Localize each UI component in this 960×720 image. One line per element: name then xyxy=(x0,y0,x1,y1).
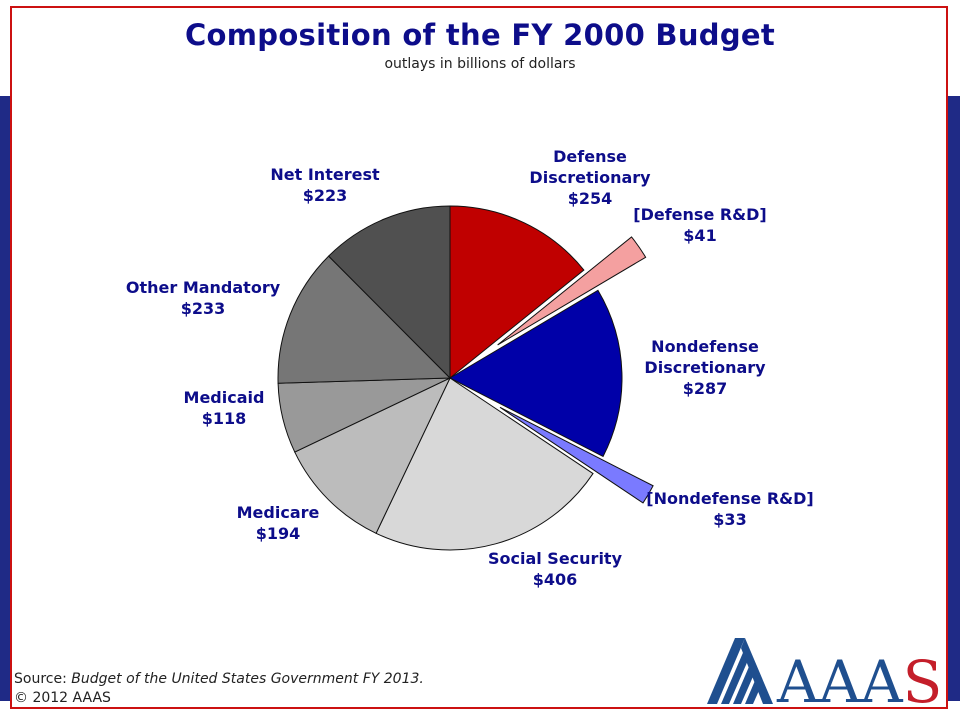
slice-label: Medicaid $118 xyxy=(184,388,265,428)
logo-text: AAAS xyxy=(776,648,942,706)
slice-label: Nondefense Discretionary $287 xyxy=(644,337,766,398)
pie-slice-other-mandatory xyxy=(277,255,452,384)
logo-stripes-icon xyxy=(707,638,773,704)
copyright: © 2012 AAAS xyxy=(14,690,111,706)
slice-label: Social Security $406 xyxy=(488,549,623,589)
slice-label: [Defense R&D] $41 xyxy=(633,205,766,245)
chart-panel xyxy=(10,6,948,709)
slice-label: Net Interest $223 xyxy=(270,165,380,205)
pie-slice-medicare xyxy=(294,376,452,534)
pie-slice-nondefense-r-d xyxy=(499,406,654,504)
chart-subtitle: outlays in billions of dollars xyxy=(384,56,576,72)
pie-slice-net-interest xyxy=(327,205,451,380)
chart-title: Composition of the FY 2000 Budget xyxy=(184,18,776,52)
slice-label: [Nondefense R&D] $33 xyxy=(646,489,813,529)
slice-label: Other Mandatory $233 xyxy=(126,278,281,318)
aaas-logo: AAAS xyxy=(707,638,942,706)
slice-label: Medicare $194 xyxy=(237,503,320,543)
source-prefix: Source: xyxy=(14,671,67,687)
source-note: Source: Budget of the United States Gove… xyxy=(14,670,424,708)
pie-slice-nondefense-discretionary xyxy=(448,289,623,458)
source-title: Budget of the United States Government F… xyxy=(71,671,424,687)
pie-slice-defense-r-d xyxy=(497,236,647,346)
pie-slice-defense-discretionary xyxy=(449,205,585,380)
slice-label: Defense Discretionary $254 xyxy=(529,147,651,208)
pie-slice-social-security xyxy=(375,377,594,551)
